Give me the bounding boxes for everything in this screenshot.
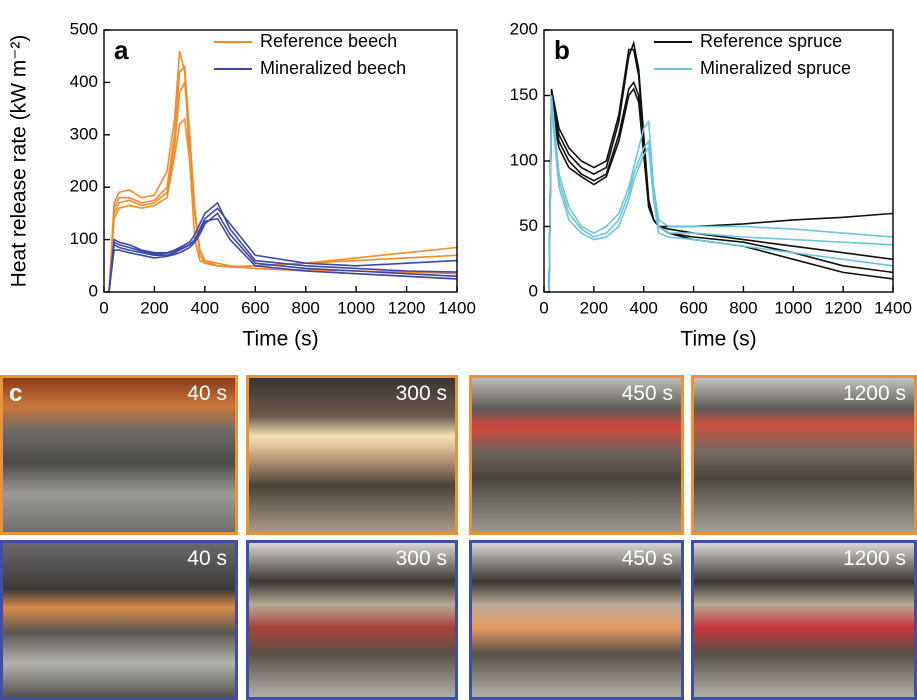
y-tick-label: 0 (529, 281, 538, 300)
photo-label: 1200 s (842, 547, 906, 570)
x-tick-label: 1400 (874, 298, 912, 317)
y-tick-label: 50 (519, 216, 538, 235)
photo: 40 s (0, 540, 238, 700)
photo-label: 1200 s (842, 382, 906, 405)
data-line (108, 201, 458, 293)
data-line (108, 64, 458, 293)
photo-label: 450 s (621, 382, 673, 405)
photo: 300 s (246, 375, 458, 535)
data-line (548, 108, 894, 293)
photo-label: 40 s (187, 382, 227, 405)
y-tick-label: 200 (510, 19, 538, 38)
x-tick-label: 400 (630, 298, 658, 317)
photo-label: 40 s (187, 547, 227, 570)
photo: 1200 s (691, 540, 917, 700)
x-tick-label: 600 (679, 298, 707, 317)
x-tick-label: 1000 (337, 298, 375, 317)
legend-label: Mineralized spruce (700, 58, 851, 78)
photo: 450 s (469, 540, 684, 700)
x-tick-label: 0 (99, 298, 108, 317)
y-axis-label: Heat release rate (kW m⁻²) (8, 35, 31, 288)
photo-label: 300 s (395, 547, 447, 570)
x-tick-label: 1000 (774, 298, 812, 317)
photo: 1200 s (691, 375, 917, 535)
x-axis-label: Time (s) (242, 328, 318, 351)
legend-label: Reference spruce (700, 31, 842, 51)
x-tick-label: 0 (539, 298, 548, 317)
y-tick-label: 200 (70, 177, 98, 196)
x-tick-label: 1200 (388, 298, 426, 317)
photo: 300 s (246, 540, 458, 700)
x-tick-label: 1200 (824, 298, 862, 317)
x-tick-label: 600 (241, 298, 269, 317)
data-line (548, 40, 894, 293)
data-line (548, 102, 894, 293)
x-axis-label: Time (s) (680, 328, 756, 351)
data-line (548, 48, 894, 293)
y-tick-label: 100 (70, 229, 98, 248)
panel-label: c (9, 380, 23, 407)
x-tick-label: 800 (292, 298, 320, 317)
panel-label: b (554, 35, 570, 65)
y-tick-label: 300 (70, 124, 98, 143)
x-tick-label: 400 (191, 298, 219, 317)
y-tick-label: 150 (510, 85, 538, 104)
panel-label: a (114, 35, 129, 65)
y-tick-label: 0 (89, 281, 98, 300)
photo: 450 s (469, 375, 684, 535)
photo-label: 300 s (395, 382, 447, 405)
x-tick-label: 200 (140, 298, 168, 317)
y-tick-label: 100 (510, 150, 538, 169)
legend-label: Mineralized beech (260, 58, 406, 78)
legend-label: Reference beech (260, 31, 397, 51)
x-tick-label: 800 (729, 298, 757, 317)
x-tick-label: 200 (580, 298, 608, 317)
data-line (108, 207, 458, 293)
data-line (108, 79, 458, 293)
y-tick-label: 500 (70, 19, 98, 38)
photo: c 40 s (0, 375, 238, 535)
y-tick-label: 400 (70, 72, 98, 91)
data-line (108, 217, 458, 293)
data-line (548, 95, 894, 293)
data-line (548, 87, 894, 293)
data-line (548, 80, 894, 293)
data-line (108, 212, 458, 293)
photo-label: 450 s (621, 547, 673, 570)
plot-frame (103, 29, 458, 293)
x-tick-label: 1400 (438, 298, 476, 317)
